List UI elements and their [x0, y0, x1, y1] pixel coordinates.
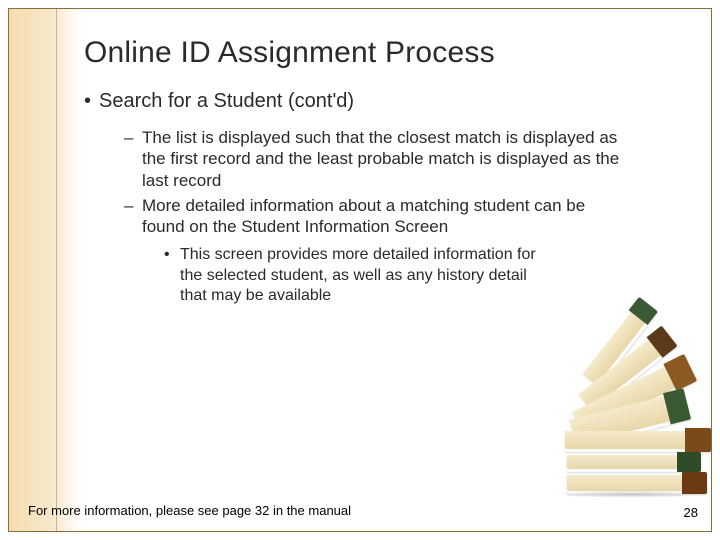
slide-content: Online ID Assignment Process • Search for… — [72, 36, 692, 307]
bullet-glyph: • — [164, 245, 180, 306]
footer-text: For more information, please see page 32… — [28, 503, 351, 518]
book-icon — [567, 452, 701, 472]
side-divider — [56, 9, 57, 531]
dash-glyph: – — [124, 195, 142, 238]
book-icon — [565, 428, 711, 452]
level2-item: – More detailed information about a matc… — [124, 195, 632, 238]
level3-list: • This screen provides more detailed inf… — [164, 245, 552, 306]
page-number: 28 — [684, 505, 698, 520]
level2-text: The list is displayed such that the clos… — [142, 127, 632, 191]
bullet-level1: • Search for a Student (cont'd) — [84, 90, 692, 113]
level2-list: – The list is displayed such that the cl… — [124, 127, 632, 237]
books-shadow — [551, 490, 711, 498]
level3-text: This screen provides more detailed infor… — [180, 245, 552, 306]
level2-item: – The list is displayed such that the cl… — [124, 127, 632, 191]
books-image — [551, 274, 711, 494]
bullet-glyph: • — [84, 90, 91, 112]
dash-glyph: – — [124, 127, 142, 191]
side-gradient — [9, 9, 81, 531]
level3-item: • This screen provides more detailed inf… — [164, 245, 552, 306]
slide-title: Online ID Assignment Process — [84, 36, 692, 70]
level2-text: More detailed information about a matchi… — [142, 195, 632, 238]
level1-text: Search for a Student (cont'd) — [99, 90, 354, 112]
